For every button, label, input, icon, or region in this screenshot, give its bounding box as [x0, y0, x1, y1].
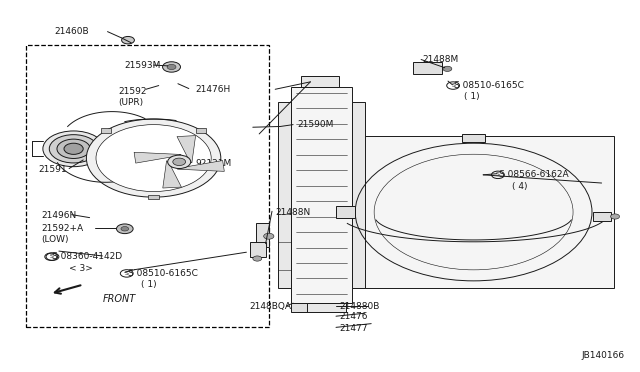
- Text: (UPR): (UPR): [118, 98, 143, 107]
- Text: ( 1): ( 1): [464, 92, 479, 101]
- Circle shape: [173, 158, 186, 166]
- Polygon shape: [177, 161, 224, 171]
- Text: 21476H: 21476H: [195, 85, 230, 94]
- Circle shape: [121, 227, 129, 231]
- Bar: [352, 102, 365, 288]
- Text: ( 4): ( 4): [512, 182, 527, 191]
- Circle shape: [57, 139, 90, 158]
- Circle shape: [253, 256, 262, 261]
- Text: S 08566-6162A: S 08566-6162A: [499, 170, 569, 179]
- Text: 21477: 21477: [339, 324, 368, 333]
- Circle shape: [96, 125, 211, 192]
- Circle shape: [264, 233, 274, 239]
- Text: 2148BQA: 2148BQA: [250, 302, 292, 311]
- Bar: [26, 45, 269, 327]
- Text: 21488M: 21488M: [422, 55, 459, 64]
- Circle shape: [86, 119, 221, 197]
- Bar: [291, 303, 307, 312]
- Text: 21593M: 21593M: [125, 61, 161, 70]
- Polygon shape: [163, 161, 181, 188]
- Circle shape: [443, 66, 452, 71]
- Bar: [593, 212, 611, 221]
- Text: 21496N: 21496N: [42, 211, 77, 220]
- Text: JB140166: JB140166: [581, 351, 624, 360]
- Bar: [196, 128, 206, 133]
- Text: S: S: [496, 172, 500, 177]
- Text: 21460B: 21460B: [54, 27, 89, 36]
- Circle shape: [168, 155, 191, 169]
- Circle shape: [611, 214, 620, 219]
- Bar: [291, 87, 352, 303]
- Bar: [148, 195, 159, 199]
- Text: 21592: 21592: [118, 87, 147, 96]
- Text: S: S: [49, 254, 53, 259]
- Text: S 08510-6165C: S 08510-6165C: [128, 269, 198, 278]
- Bar: [336, 206, 355, 218]
- Text: FRONT: FRONT: [102, 295, 136, 304]
- Circle shape: [122, 36, 134, 44]
- Bar: [101, 128, 111, 133]
- Text: < 3>: < 3>: [69, 264, 93, 273]
- Circle shape: [116, 224, 133, 234]
- Bar: [256, 223, 269, 247]
- Polygon shape: [134, 152, 181, 163]
- Text: ( 1): ( 1): [141, 280, 156, 289]
- Text: S: S: [125, 271, 129, 276]
- Bar: [339, 136, 614, 288]
- Text: 21476: 21476: [339, 312, 368, 321]
- Bar: [298, 303, 346, 312]
- Text: (LOW): (LOW): [42, 235, 69, 244]
- Circle shape: [49, 135, 98, 163]
- Text: S 08510-6165C: S 08510-6165C: [454, 81, 524, 90]
- Text: 21591: 21591: [38, 165, 67, 174]
- Text: 214880B: 214880B: [339, 302, 380, 311]
- Text: 92121M: 92121M: [195, 159, 232, 168]
- Text: S 08360-4142D: S 08360-4142D: [52, 252, 123, 261]
- Circle shape: [163, 62, 180, 72]
- Bar: [250, 242, 266, 257]
- Text: 21590M: 21590M: [298, 120, 334, 129]
- Bar: [462, 134, 485, 142]
- Bar: [301, 76, 339, 87]
- Text: S: S: [451, 83, 455, 88]
- Bar: [413, 62, 442, 74]
- Polygon shape: [177, 136, 196, 163]
- Circle shape: [43, 131, 104, 167]
- Text: 21592+A: 21592+A: [42, 224, 84, 233]
- Circle shape: [64, 143, 83, 154]
- Bar: [278, 102, 291, 288]
- Text: 21488N: 21488N: [275, 208, 310, 217]
- Circle shape: [167, 64, 176, 70]
